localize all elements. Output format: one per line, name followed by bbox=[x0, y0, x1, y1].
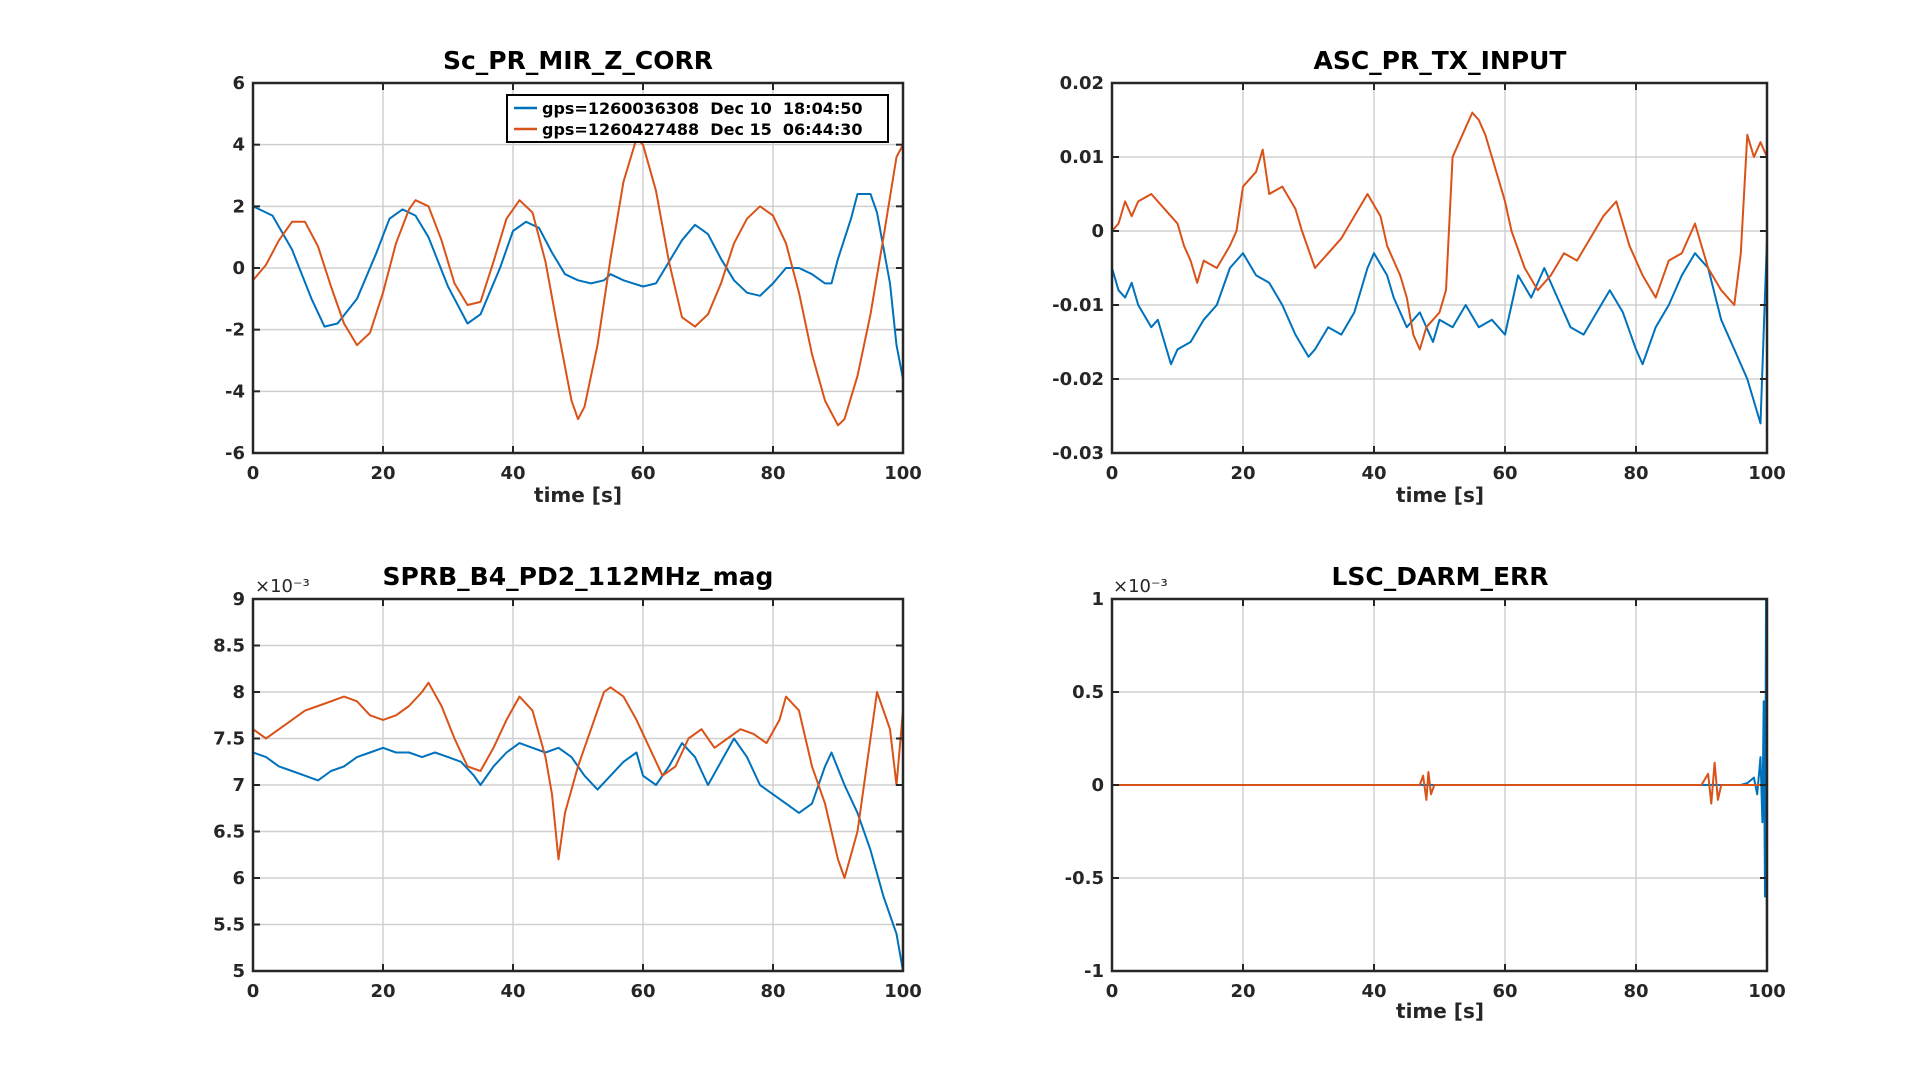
series-line-1 bbox=[253, 737, 903, 971]
series-line-1 bbox=[1112, 599, 1767, 971]
y-tick-label: -4 bbox=[225, 381, 245, 402]
x-tick-label: 80 bbox=[1623, 463, 1648, 484]
series-line-1 bbox=[253, 193, 903, 380]
chart-title: LSC_DARM_ERR bbox=[1331, 562, 1548, 591]
x-tick-label: 0 bbox=[1106, 981, 1119, 1002]
y-tick-label: 0 bbox=[1091, 775, 1104, 796]
y-tick-label: 2 bbox=[232, 196, 245, 217]
chart-title: ASC_PR_TX_INPUT bbox=[1313, 46, 1566, 75]
y-tick-label: -0.01 bbox=[1052, 295, 1104, 316]
plot-area: 0 20 40 60 80 100 5 5.5 6 6.5 7 7.5 8 8.5 9 bbox=[213, 589, 922, 1002]
y-tick-label: 9 bbox=[232, 589, 245, 610]
x-tick-label: 20 bbox=[1230, 463, 1255, 484]
y-tick-label: 6.5 bbox=[213, 822, 245, 843]
x-tick-label: 40 bbox=[1361, 463, 1386, 484]
y-tick-label: -6 bbox=[225, 443, 245, 464]
y-tick-label: -0.02 bbox=[1052, 369, 1104, 390]
axes-box bbox=[1110, 81, 1769, 455]
y-tick-label: 0.5 bbox=[1072, 682, 1104, 703]
x-axis-label: time [s] bbox=[534, 483, 622, 507]
series-line-1 bbox=[1112, 238, 1767, 425]
y-tick-label: 8.5 bbox=[213, 636, 245, 657]
x-tick-label: 100 bbox=[1748, 981, 1786, 1002]
x-tick-label: 40 bbox=[500, 981, 525, 1002]
legend-box bbox=[506, 94, 889, 143]
x-tick-label: 0 bbox=[1106, 463, 1119, 484]
x-tick-label: 80 bbox=[1623, 981, 1648, 1002]
x-tick-label: 100 bbox=[884, 463, 922, 484]
y-tick-label: 8 bbox=[232, 682, 245, 703]
x-tick-label: 80 bbox=[760, 981, 785, 1002]
legend-entry-2: gps=1260427488 Dec 15 06:44:30 bbox=[542, 120, 863, 139]
y-tick-label: 5.5 bbox=[213, 915, 245, 936]
subplot-sc-pr-mir-z-corr: Sc_PR_MIR_Z_CORR 0 20 40 60 80 100-6-4-20246 … bbox=[225, 46, 922, 507]
plot-area: 0 20 40 60 80 100 -6 -4 -2 0 2 4 6 bbox=[225, 73, 922, 484]
y-tick-label: 6 bbox=[232, 73, 245, 94]
x-tick-label: 100 bbox=[884, 981, 922, 1002]
x-tick-label: 60 bbox=[630, 981, 655, 1002]
x-tick-label: 40 bbox=[500, 463, 525, 484]
x-tick-label: 20 bbox=[370, 981, 395, 1002]
chart-title: Sc_PR_MIR_Z_CORR bbox=[443, 46, 713, 75]
y-tick-label: 5 bbox=[232, 961, 245, 982]
plot-area: 0 20 40 60 80 100 -1 -0.5 0 0.5 1 bbox=[1065, 589, 1786, 1002]
series-line-2 bbox=[253, 681, 903, 879]
legend: gps=1260036308 Dec 10 18:04:50 gps=12604… bbox=[506, 94, 889, 143]
y-tick-label: 4 bbox=[232, 135, 245, 156]
x-axis-label: time [s] bbox=[1396, 483, 1484, 507]
y-tick-label: -0.5 bbox=[1065, 868, 1104, 889]
subplot-sprb-b4-pd2-112mhz-mag: SPRB_B4_PD2_112MHz_mag 0 20 40 60 80 100 5 5.5 6… bbox=[213, 562, 922, 1002]
y-tick-label: -2 bbox=[225, 320, 245, 341]
y-tick-label: 0.01 bbox=[1060, 147, 1104, 168]
subplot-asc-pr-tx-input: ASC_PR_TX_INPUT 0 20 40 60 80 100 -0.03 -0.02 -0… bbox=[1052, 46, 1786, 507]
x-tick-label: 20 bbox=[370, 463, 395, 484]
x-axis-label: time [s] bbox=[1396, 999, 1484, 1023]
y-tick-label: 7.5 bbox=[213, 729, 245, 750]
x-tick-label: 60 bbox=[1492, 981, 1517, 1002]
x-tick-label: 80 bbox=[760, 463, 785, 484]
chart-title: SPRB_B4_PD2_112MHz_mag bbox=[383, 562, 774, 591]
series-line-2 bbox=[1112, 761, 1767, 805]
plot-area: 0 20 40 60 80 100 -0.03 -0.02 -0.01 0 0.01 0.02 bbox=[1052, 73, 1786, 484]
x-tick-label: 100 bbox=[1748, 463, 1786, 484]
y-tick-label: 0 bbox=[1091, 221, 1104, 242]
y-tick-label: 1 bbox=[1091, 589, 1104, 610]
y-tick-label: 0 bbox=[232, 258, 245, 279]
x-tick-label: 60 bbox=[1492, 463, 1517, 484]
y-tick-label: -1 bbox=[1084, 961, 1104, 982]
y-tick-label: -0.03 bbox=[1052, 443, 1104, 464]
series-line-2 bbox=[1112, 111, 1767, 351]
subplot-lsc-darm-err: LSC_DARM_ERR 0 20 40 60 80 100 -1 -0.5 0 0.5 1 tim… bbox=[1065, 562, 1786, 1023]
legend-entry-1: gps=1260036308 Dec 10 18:04:50 bbox=[542, 99, 863, 118]
y-axis-exponent: ×10⁻³ bbox=[1113, 576, 1168, 597]
y-tick-label: 0.02 bbox=[1060, 73, 1104, 94]
y-tick-label: 7 bbox=[232, 775, 245, 796]
series-line-2 bbox=[253, 137, 903, 427]
x-tick-label: 0 bbox=[247, 463, 260, 484]
x-tick-label: 0 bbox=[247, 981, 260, 1002]
x-tick-label: 60 bbox=[630, 463, 655, 484]
y-axis-exponent: ×10⁻³ bbox=[255, 576, 310, 597]
x-tick-label: 40 bbox=[1361, 981, 1386, 1002]
x-tick-label: 20 bbox=[1230, 981, 1255, 1002]
y-tick-label: 6 bbox=[232, 868, 245, 889]
